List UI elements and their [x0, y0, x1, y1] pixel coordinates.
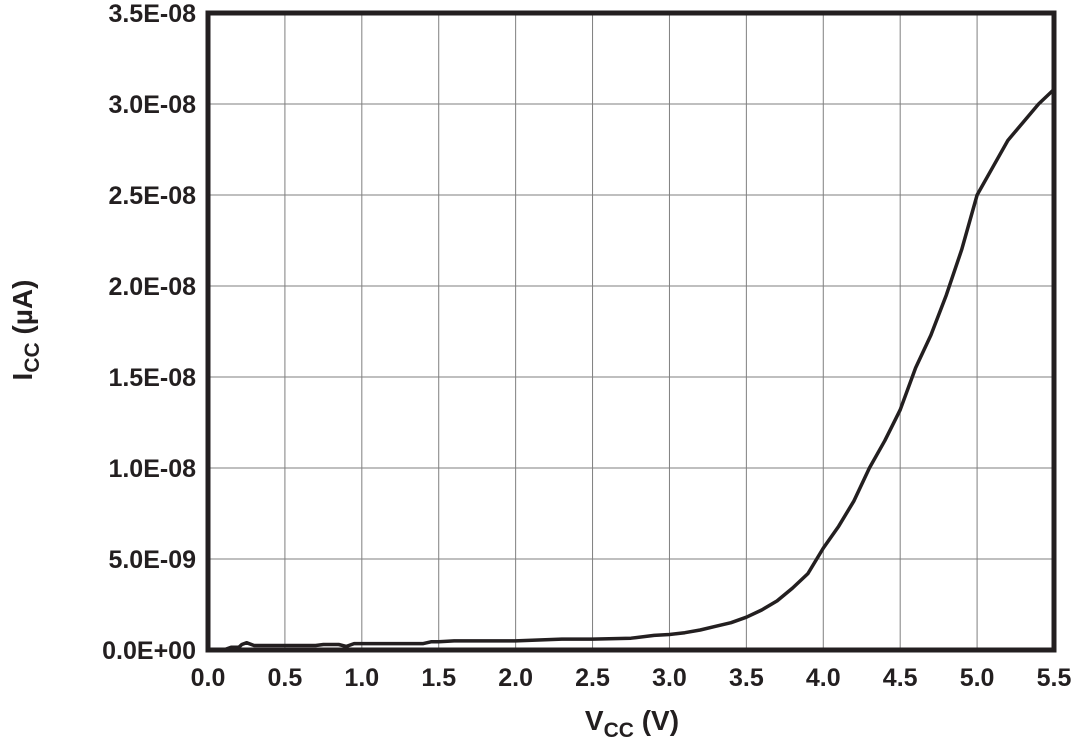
y-axis-label-sub: CC [21, 342, 44, 372]
y-tick-label: 1.5E-08 [108, 364, 196, 392]
x-tick-label: 4.5 [883, 664, 918, 692]
y-tick-label: 0.0E+00 [102, 637, 196, 665]
x-tick-label: 0.0 [191, 664, 226, 692]
x-tick-label: 1.0 [344, 664, 379, 692]
x-axis-label-main: V [585, 705, 604, 736]
y-axis-label-unit: (µA) [7, 280, 38, 343]
y-axis-label-main: I [7, 373, 38, 381]
x-tick-label: 3.5 [729, 664, 764, 692]
y-tick-label: 3.5E-08 [108, 0, 196, 28]
x-axis-label-unit: (V) [634, 705, 679, 736]
x-tick-label: 0.5 [268, 664, 303, 692]
x-tick-label: 4.0 [806, 664, 841, 692]
x-axis-label-sub: CC [604, 719, 634, 742]
x-tick-label: 2.0 [498, 664, 533, 692]
y-tick-label: 2.5E-08 [108, 182, 196, 210]
x-tick-label: 1.5 [421, 664, 456, 692]
y-tick-label: 1.0E-08 [108, 455, 196, 483]
series-line [206, 87, 1056, 652]
y-tick-labels: 0.0E+00 5.0E-09 1.0E-08 1.5E-08 2.0E-08 2.5E-… [102, 0, 196, 665]
plot-frame [205, 10, 1057, 653]
y-tick-label: 5.0E-09 [108, 546, 196, 574]
y-tick-label: 2.0E-08 [108, 273, 196, 301]
x-tick-label: 3.0 [652, 664, 687, 692]
x-tick-label: 5.0 [960, 664, 995, 692]
x-tick-labels: 0.0 0.5 1.0 1.5 2.0 2.5 3.0 3.5 4.0 4.5 5.0 5.5 [191, 664, 1072, 692]
x-axis-label: VCC (V) [585, 705, 679, 742]
x-tick-label: 5.5 [1037, 664, 1072, 692]
y-axis-label: ICC (µA) [7, 280, 44, 381]
x-tick-label: 2.5 [575, 664, 610, 692]
y-tick-label: 3.0E-08 [108, 91, 196, 119]
grid-lines [208, 13, 1054, 650]
